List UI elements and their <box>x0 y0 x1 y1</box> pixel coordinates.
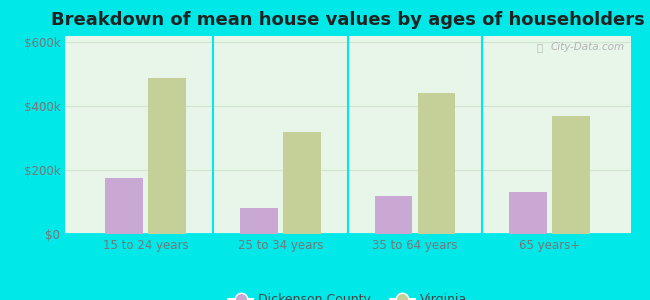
Bar <box>105 178 143 234</box>
Bar <box>510 193 547 234</box>
Text: ⓘ: ⓘ <box>537 42 543 52</box>
Bar <box>148 77 186 234</box>
Bar <box>374 196 412 234</box>
Bar <box>418 94 456 234</box>
Text: City-Data.com: City-Data.com <box>551 42 625 52</box>
Title: Breakdown of mean house values by ages of householders: Breakdown of mean house values by ages o… <box>51 11 645 29</box>
Bar <box>240 208 278 234</box>
Bar <box>283 132 321 234</box>
Legend: Dickenson County, Virginia: Dickenson County, Virginia <box>224 288 472 300</box>
Bar <box>552 116 590 234</box>
